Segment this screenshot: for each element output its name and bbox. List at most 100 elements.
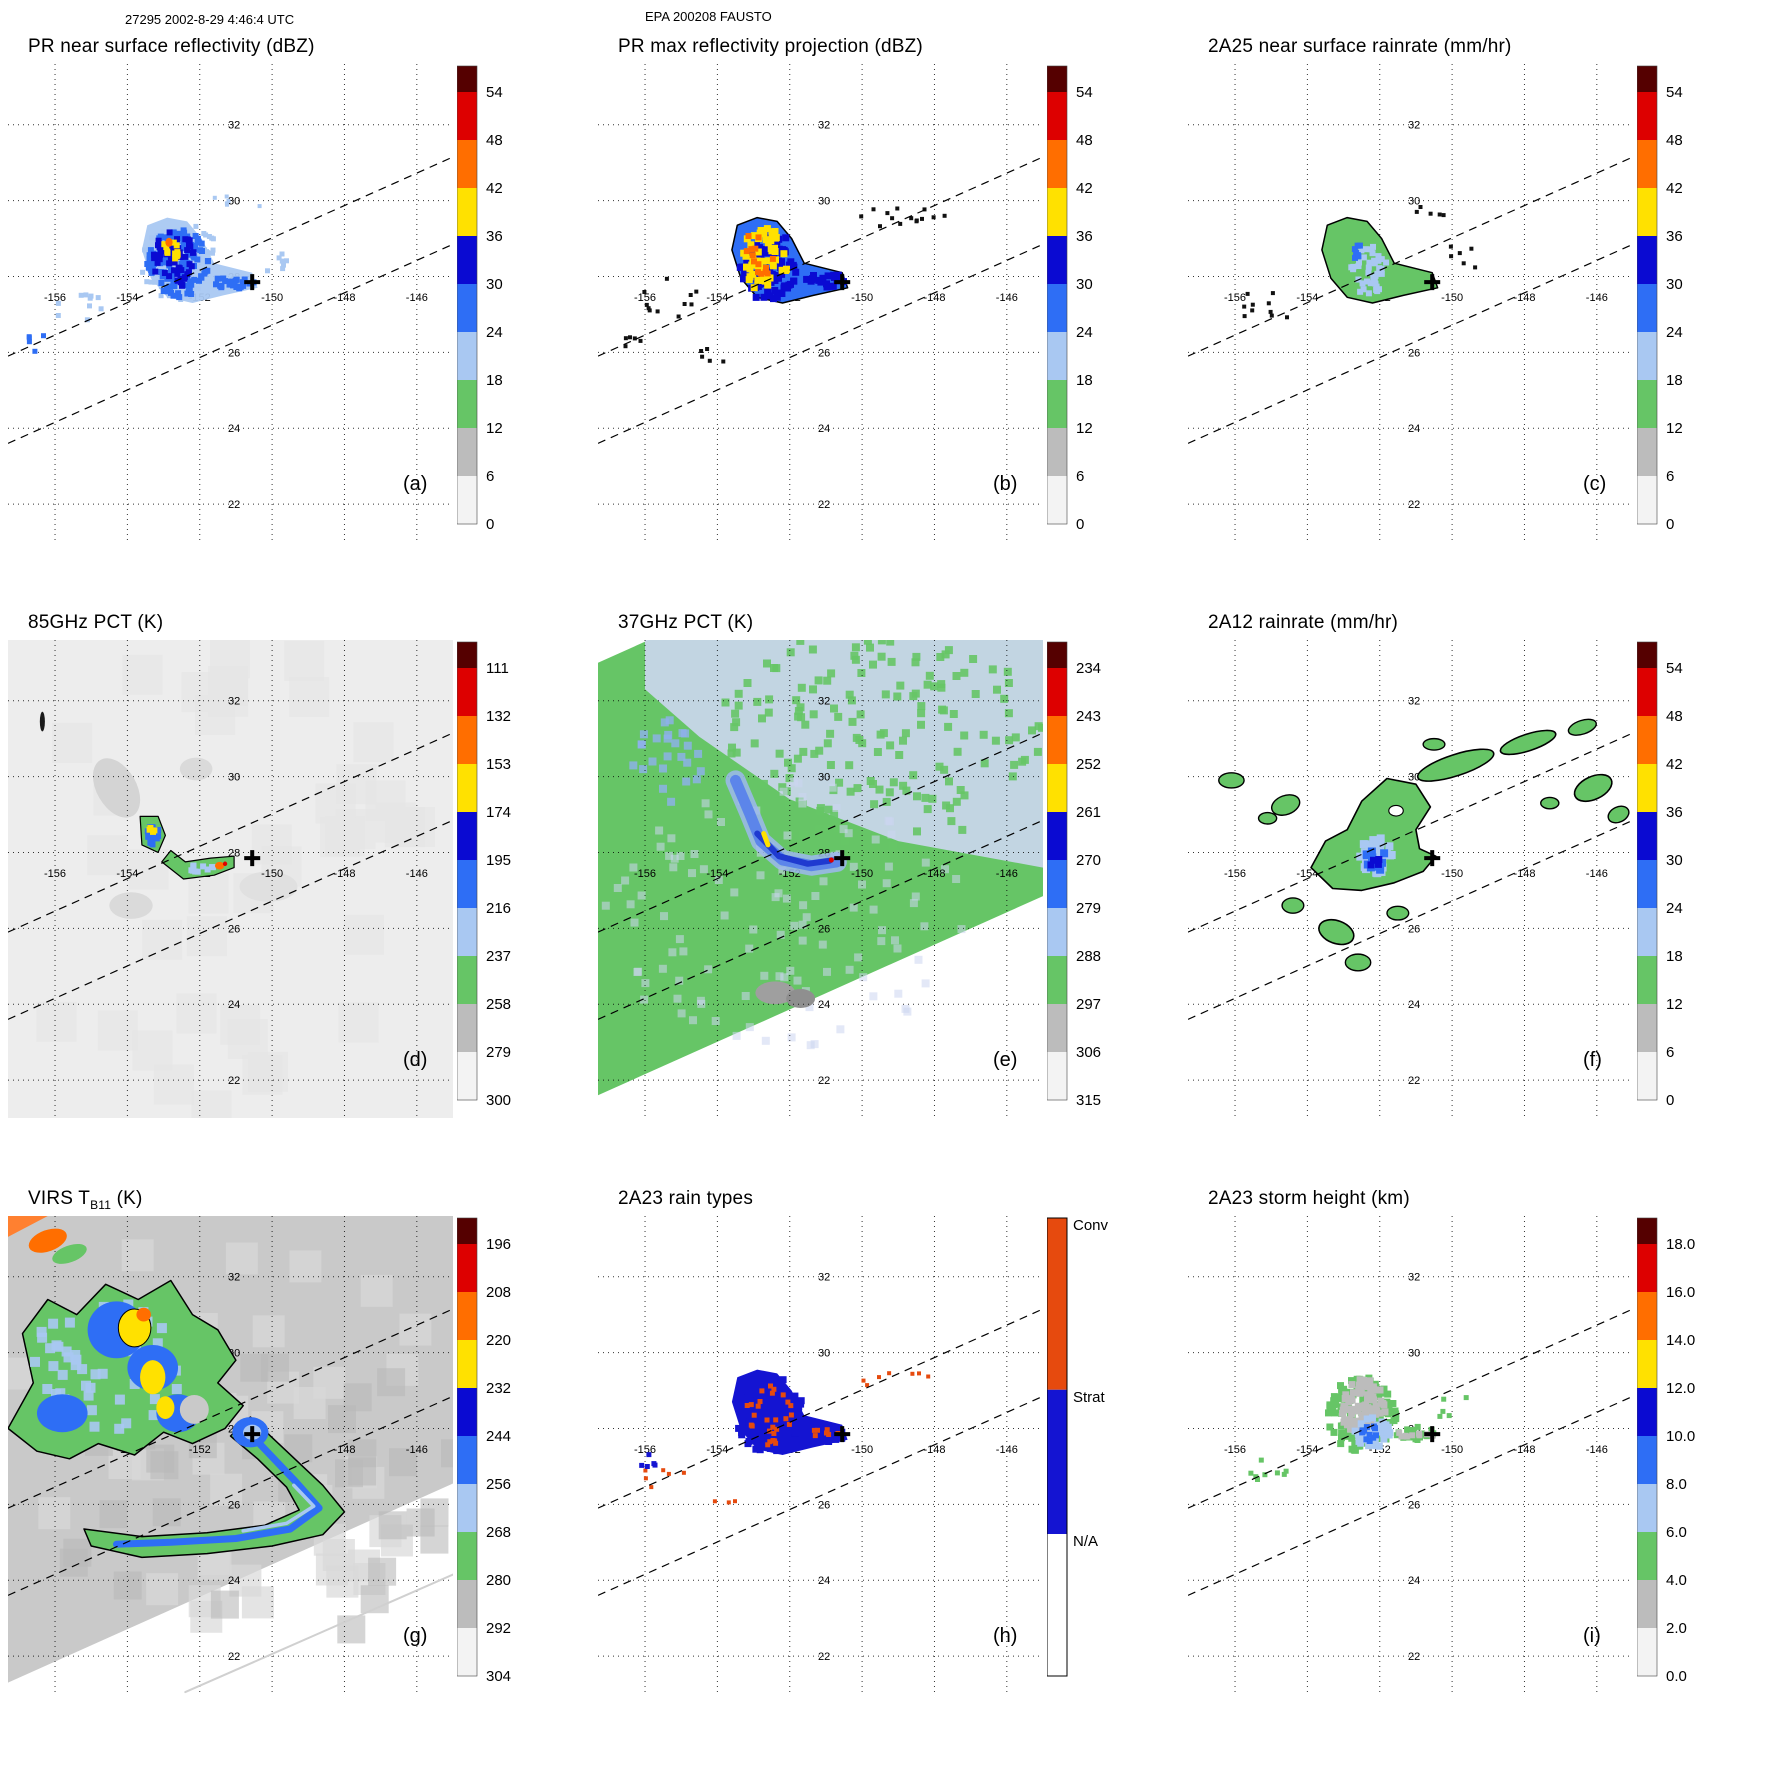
- svg-text:-156: -156: [1224, 1444, 1246, 1456]
- colorbar-b: 54 48 42 36 30 24 18 12 6 0: [1047, 65, 1093, 533]
- svg-text:48: 48: [486, 132, 503, 149]
- colorbar-f: 54 48 42 36 30 24 18 12 6 0: [1637, 641, 1683, 1109]
- svg-text:54: 54: [486, 84, 503, 101]
- svg-text:32: 32: [1408, 1271, 1420, 1283]
- svg-text:-154: -154: [116, 292, 138, 304]
- svg-text:-154: -154: [116, 868, 138, 880]
- svg-text:(a): (a): [403, 473, 427, 495]
- svg-text:6: 6: [486, 468, 494, 485]
- svg-text:280: 280: [486, 1572, 511, 1589]
- svg-text:232: 232: [486, 1380, 511, 1397]
- panel-a: PR near surface reflectivity (dBZ) -156 -…: [0, 30, 590, 606]
- svg-text:48: 48: [1666, 708, 1683, 725]
- trmm-fausto-figure: PR near surface reflectivity (dBZ) -156 -…: [0, 30, 1771, 1758]
- svg-text:(c): (c): [1583, 473, 1606, 495]
- svg-text:18: 18: [486, 372, 503, 389]
- svg-text:-148: -148: [1513, 1444, 1535, 1456]
- svg-text:111: 111: [486, 660, 509, 677]
- panel-f-title: 2A12 rainrate (mm/hr): [1208, 612, 1770, 636]
- svg-text:-150: -150: [1441, 868, 1463, 880]
- svg-text:16.0: 16.0: [1666, 1284, 1695, 1301]
- svg-text:22: 22: [818, 1075, 830, 1087]
- svg-text:6: 6: [1666, 1044, 1674, 1061]
- svg-text:22: 22: [228, 499, 240, 511]
- svg-text:32: 32: [228, 1271, 240, 1283]
- svg-text:26: 26: [1408, 347, 1420, 359]
- svg-text:26: 26: [228, 923, 240, 935]
- panel-h: 2A23 rain types -156-154-152-150-148-146…: [590, 1182, 1180, 1758]
- svg-text:24: 24: [228, 1575, 240, 1587]
- panel-g-title: VIRS TB11 (K): [28, 1188, 143, 1212]
- svg-text:24: 24: [1408, 1575, 1420, 1587]
- scan-info-text: 27295 2002-8-29 4:46:4 UTC: [125, 12, 295, 27]
- svg-text:315: 315: [1076, 1092, 1101, 1109]
- svg-text:42: 42: [486, 180, 503, 197]
- panel-c-title: 2A25 near surface rainrate (mm/hr): [1208, 36, 1770, 60]
- panel-f: 2A12 rainrate (mm/hr) -156-154-152-150-1…: [1180, 606, 1770, 1182]
- svg-text:N/A: N/A: [1073, 1533, 1098, 1550]
- svg-text:132: 132: [486, 708, 511, 725]
- svg-text:(i): (i): [1583, 1625, 1601, 1647]
- svg-text:-146: -146: [406, 868, 428, 880]
- svg-text:22: 22: [818, 1651, 830, 1663]
- svg-text:-146: -146: [996, 868, 1018, 880]
- svg-text:270: 270: [1076, 852, 1101, 869]
- svg-text:32: 32: [228, 695, 240, 707]
- colorbar-g: 196 208 220 232 244 256 268 280 292 304: [457, 1217, 511, 1685]
- svg-text:-156: -156: [44, 292, 66, 304]
- svg-text:18: 18: [1076, 372, 1093, 389]
- figure-header: 27295 2002-8-29 4:46:4 UTC EPA 200208 FA…: [0, 0, 1771, 30]
- svg-text:26: 26: [228, 347, 240, 359]
- svg-text:48: 48: [1076, 132, 1093, 149]
- svg-text:-148: -148: [923, 1444, 945, 1456]
- panel-h-title-text: 2A23 rain types: [618, 1188, 754, 1209]
- svg-text:261: 261: [1076, 804, 1101, 821]
- svg-text:216: 216: [486, 900, 511, 917]
- svg-text:-146: -146: [996, 292, 1018, 304]
- svg-text:-154: -154: [706, 868, 728, 880]
- panel-e-title: 37GHz PCT (K): [618, 612, 1180, 636]
- svg-text:268: 268: [486, 1524, 511, 1541]
- svg-text:0: 0: [1666, 1092, 1674, 1109]
- svg-text:220: 220: [486, 1332, 511, 1349]
- svg-text:174: 174: [486, 804, 511, 821]
- svg-text:30: 30: [228, 771, 240, 783]
- svg-text:30: 30: [818, 195, 830, 207]
- svg-text:42: 42: [1076, 180, 1093, 197]
- svg-text:234: 234: [1076, 660, 1101, 677]
- svg-text:36: 36: [1666, 804, 1683, 821]
- svg-text:-148: -148: [333, 1444, 355, 1456]
- svg-text:30: 30: [1076, 276, 1093, 293]
- svg-text:42: 42: [1666, 756, 1683, 773]
- svg-text:195: 195: [486, 852, 511, 869]
- svg-text:243: 243: [1076, 708, 1101, 725]
- svg-text:300: 300: [486, 1092, 511, 1109]
- svg-text:244: 244: [486, 1428, 511, 1445]
- svg-text:-150: -150: [261, 292, 283, 304]
- svg-text:-154: -154: [1296, 292, 1318, 304]
- svg-text:-150: -150: [851, 1444, 873, 1456]
- svg-text:22: 22: [1408, 1651, 1420, 1663]
- svg-text:26: 26: [818, 347, 830, 359]
- svg-text:54: 54: [1666, 660, 1683, 677]
- svg-text:10.0: 10.0: [1666, 1428, 1695, 1445]
- colorbar-raintype: Conv Strat N/A: [1047, 1217, 1109, 1677]
- svg-text:24: 24: [818, 423, 830, 435]
- svg-text:30: 30: [818, 1347, 830, 1359]
- panel-c-title-text: 2A25 near surface rainrate (mm/hr): [1208, 36, 1512, 57]
- panel-c: 2A25 near surface rainrate (mm/hr) -156 -…: [1180, 30, 1770, 606]
- svg-text:-148: -148: [333, 292, 355, 304]
- svg-text:-150: -150: [851, 868, 873, 880]
- svg-text:22: 22: [1408, 499, 1420, 511]
- svg-text:279: 279: [1076, 900, 1101, 917]
- svg-text:-150: -150: [1441, 1444, 1463, 1456]
- svg-text:(e): (e): [993, 1049, 1017, 1071]
- svg-text:(g): (g): [403, 1625, 427, 1647]
- svg-text:-148: -148: [1513, 868, 1535, 880]
- svg-text:-146: -146: [406, 1444, 428, 1456]
- panel-h-title: 2A23 rain types: [618, 1188, 1180, 1212]
- svg-text:30: 30: [1408, 771, 1420, 783]
